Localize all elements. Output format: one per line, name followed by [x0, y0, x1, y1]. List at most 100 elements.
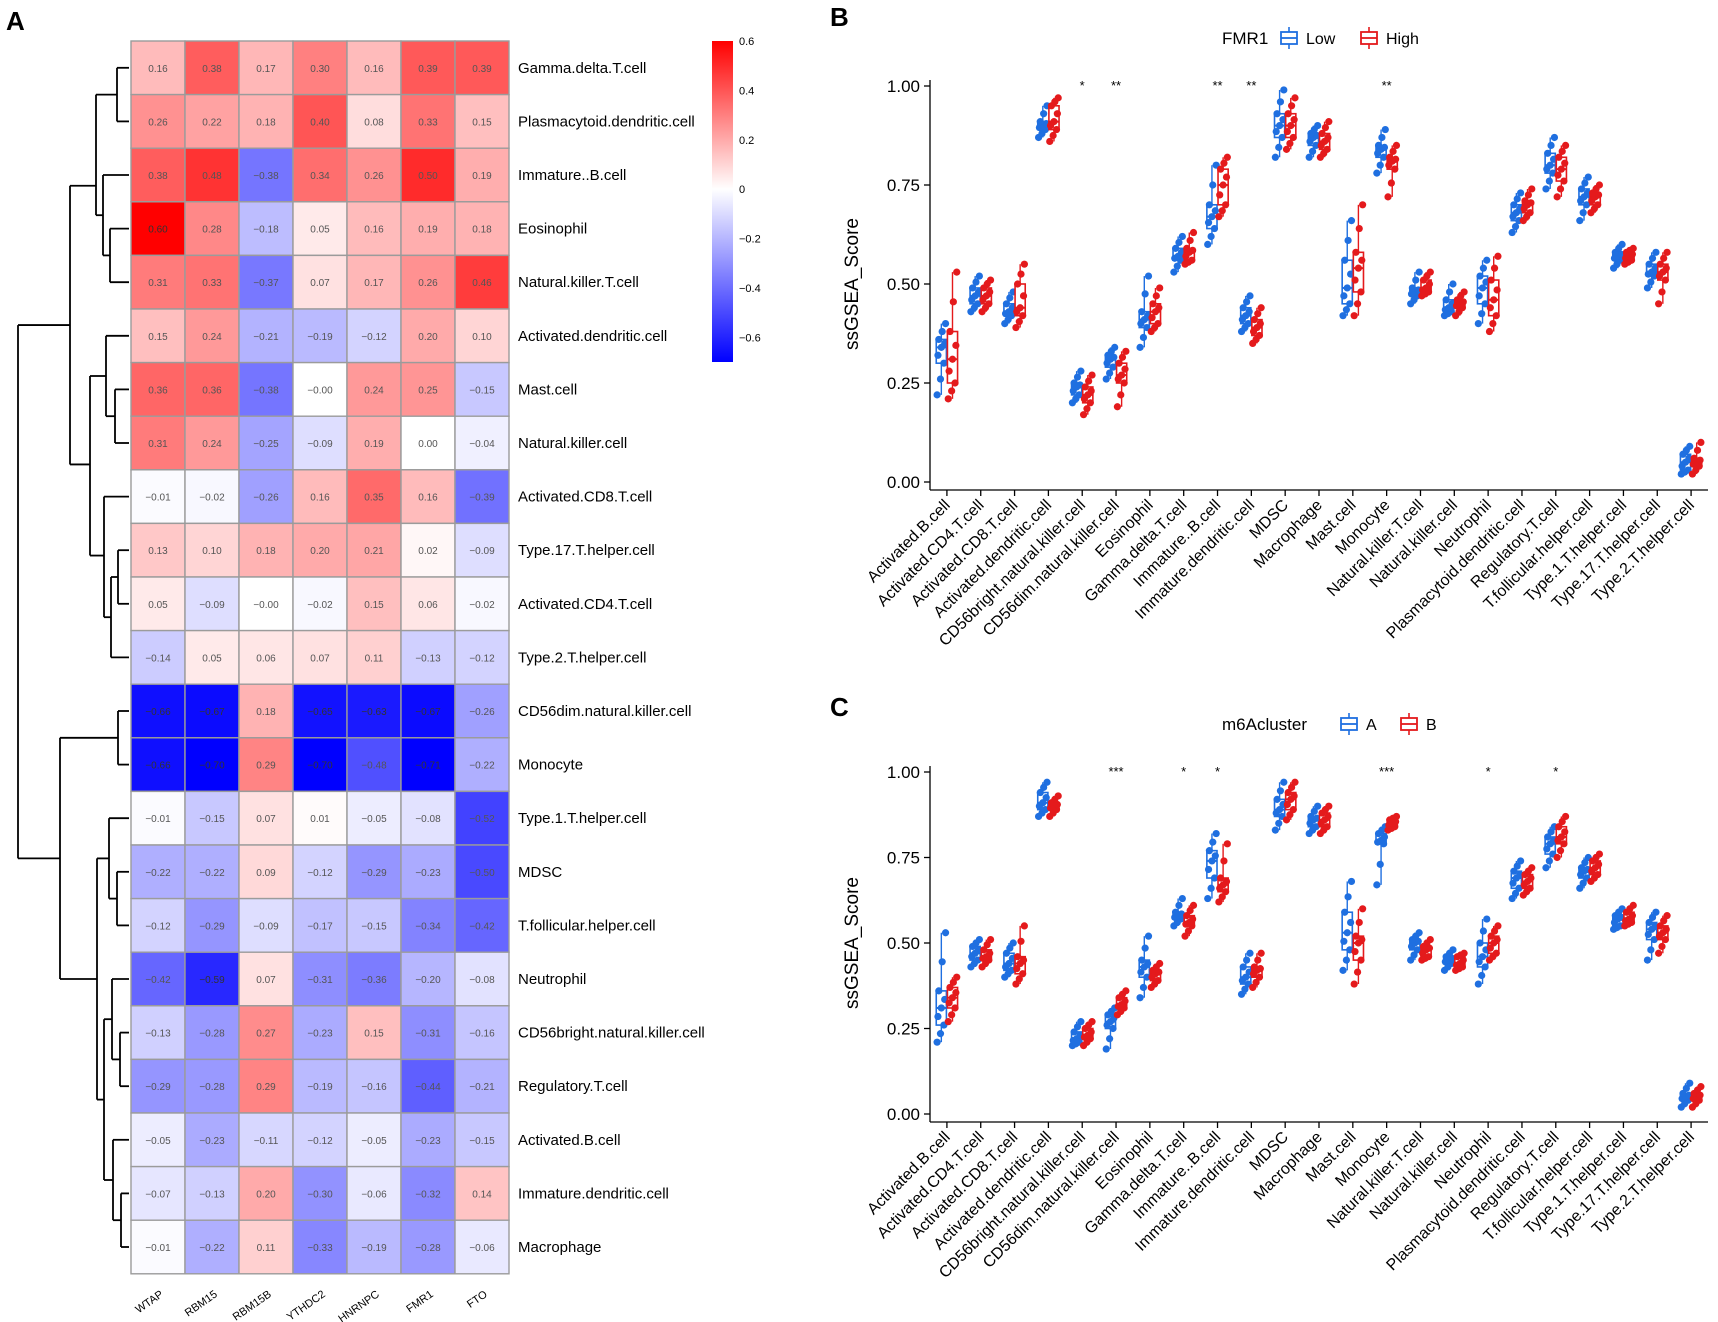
panel-b-point — [1485, 327, 1494, 336]
panel-b-point — [1154, 320, 1162, 328]
panel-b-point — [1019, 292, 1028, 300]
panel-b-point — [1120, 379, 1128, 387]
panel-b-point — [1378, 133, 1386, 142]
panel-c-point — [1186, 906, 1194, 915]
panel-b-point — [1380, 143, 1389, 151]
heatmap-cell-cd56bright-natural-killer-cell-rbm15b — [238, 1005, 294, 1061]
panel-b-point — [1050, 118, 1058, 126]
heatmap-value: −0.15 — [469, 1136, 495, 1147]
heatmap-value: 0.11 — [257, 1243, 276, 1254]
panel-b-point — [1660, 254, 1668, 262]
heatmap-value: 0.29 — [256, 1082, 276, 1093]
heatmap-value: 0.24 — [364, 385, 384, 396]
panel-b-point — [1250, 316, 1258, 324]
panel-b-point — [1308, 147, 1317, 155]
heatmap-cell-regulatory-t-cell-wtap — [130, 1058, 186, 1114]
panel-c-point — [1344, 893, 1352, 901]
heatmap-value: −0.29 — [145, 1082, 171, 1093]
panel-b-point — [1347, 217, 1356, 225]
heatmap-value: 0.25 — [418, 385, 438, 396]
panel-b-point — [948, 387, 956, 395]
panel-b-point — [1138, 308, 1146, 316]
heatmap-cell-activated-dendritic-cell-fto — [454, 308, 510, 364]
panel-c-point — [1352, 932, 1360, 940]
heatmap-value: 0.10 — [472, 332, 492, 343]
panel-b-point — [1220, 159, 1228, 167]
heatmap-cell-monocyte-ythdc2 — [292, 737, 348, 793]
heatmap-value: −0.14 — [145, 653, 171, 664]
heatmap-cell-type-2-t-helper-cell-fto — [454, 629, 510, 685]
panel-b-point — [1255, 331, 1264, 340]
panel-c-point — [975, 935, 983, 944]
row-label-type-17-t-helper-cell: Type.17.T.helper.cell — [518, 542, 655, 559]
panel-c-point — [1644, 930, 1652, 939]
row-label-type-2-t-helper-cell: Type.2.T.helper.cell — [518, 649, 646, 666]
panel-b-point — [1291, 94, 1299, 102]
panel-b-point — [1208, 213, 1216, 221]
panel-b-point — [1014, 280, 1022, 288]
heatmap-value: −0.33 — [307, 1243, 333, 1254]
heatmap-value: 0.15 — [364, 1029, 384, 1040]
panel-c-y-tick-label: 0.50 — [887, 934, 920, 953]
heatmap-value: 0.18 — [472, 225, 492, 236]
row-label-mdsc: MDSC — [518, 864, 562, 881]
panel-c-point — [936, 1030, 945, 1038]
panel-b-point — [1288, 102, 1296, 110]
heatmap-value: 0.07 — [310, 278, 330, 289]
heatmap-cell-mast-cell-hnrnpc — [346, 361, 402, 417]
panel-c-point — [1039, 799, 1047, 807]
heatmap-cell-mdsc-rbm15 — [184, 844, 240, 900]
panel-c-point — [934, 1012, 942, 1021]
panel-b-point — [1117, 391, 1125, 399]
panel-b-point — [1577, 185, 1586, 193]
panel-c-significance-monocyte: *** — [1379, 764, 1394, 779]
heatmap-cell-eosinophil-fto — [454, 201, 510, 257]
panel-b-point — [1077, 367, 1085, 375]
heatmap-cell-immature-b-cell-fmr1 — [400, 147, 456, 203]
heatmap-value: 0.00 — [418, 439, 438, 450]
panel-b-significance-immature-dendritic-cell: ** — [1246, 78, 1256, 93]
panel-b-point — [1583, 189, 1592, 197]
panel-b-point — [1118, 371, 1126, 379]
panel-c-point — [1207, 884, 1215, 892]
heatmap-value: 0.33 — [202, 278, 222, 289]
panel-c-point — [1594, 860, 1603, 868]
heatmap-value: −0.11 — [254, 1136, 279, 1147]
panel-b-point — [1189, 246, 1197, 254]
heatmap-cell-gamma-delta-t-cell-rbm15 — [184, 40, 240, 96]
heatmap-cell-activated-dendritic-cell-wtap — [130, 308, 186, 364]
panel-b-point — [1487, 276, 1495, 284]
heatmap-value: −0.42 — [469, 921, 495, 932]
heatmap-value: −0.25 — [253, 439, 279, 450]
panel-c-point — [1413, 946, 1422, 954]
panel-b-point — [1524, 191, 1532, 199]
heatmap-value: −0.32 — [415, 1189, 441, 1200]
panel-b-point — [1347, 270, 1355, 278]
panel-b-point — [1178, 232, 1186, 241]
panel-c-point — [1017, 937, 1025, 945]
panel-c-point — [1629, 901, 1637, 909]
heatmap-value: −0.22 — [199, 1243, 225, 1254]
panel-b-point — [941, 320, 950, 328]
heatmap-cell-macrophage-rbm15b — [238, 1219, 294, 1275]
heatmap-cell-neutrophil-wtap — [130, 951, 186, 1007]
panel-b-point — [1144, 272, 1153, 280]
heatmap-cell-type-17-t-helper-cell-ythdc2 — [292, 522, 348, 578]
panel-c-point — [1249, 983, 1257, 992]
panel-c-point — [1178, 894, 1186, 903]
panel-c-point — [1527, 874, 1535, 882]
heatmap-value: −0.37 — [253, 278, 279, 289]
panel-c-point — [1545, 857, 1553, 865]
heatmap-value: 0.20 — [256, 1189, 276, 1200]
panel-c-point — [1013, 965, 1021, 973]
panel-b-point — [1073, 373, 1082, 381]
panel-c-point — [1136, 994, 1144, 1002]
heatmap-cell-eosinophil-rbm15 — [184, 201, 240, 257]
panel-c-point — [1355, 918, 1363, 927]
panel-c-point — [1542, 864, 1550, 872]
panel-b-point — [1493, 286, 1501, 294]
panel-c-point — [980, 946, 988, 954]
panel-b-point — [953, 268, 961, 276]
panel-b-point — [1547, 141, 1555, 149]
panel-c-point — [1222, 877, 1231, 886]
